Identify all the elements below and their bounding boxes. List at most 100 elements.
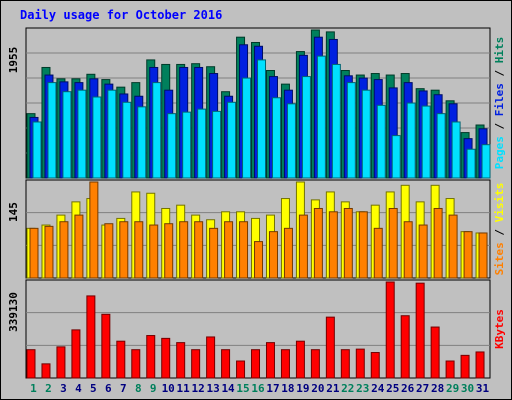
x-tick-day-30: 30 [461,382,474,395]
kbytes-bar-kbytes-day-16 [251,349,261,379]
x-tick-day-9: 9 [150,382,157,395]
visits-bar-sites-day-24 [373,227,383,279]
hits-bar-pages-day-26 [406,102,416,179]
visits-bar-sites-day-5 [89,181,99,279]
visits-bar-sites-day-23 [358,211,368,279]
hits-bar-pages-day-8 [137,106,147,179]
x-tick-day-17: 17 [266,382,279,395]
hits-panel [25,27,491,179]
hits-bar-pages-day-12 [197,108,207,179]
hits-bar-pages-day-29 [451,121,461,179]
y-axis-labels: 1955 Pages / Files / Hits 145 Sites / Visit… [7,37,506,349]
hits-bar-pages-day-22 [346,82,356,179]
kbytes-ylabel: KBytes [493,309,506,349]
kbytes-bar-kbytes-day-28 [430,326,440,379]
kbytes-bar-kbytes-day-22 [340,349,350,379]
x-tick-day-8: 8 [135,382,142,395]
x-tick-day-31: 31 [476,382,490,395]
kbytes-bar-kbytes-day-18 [280,349,290,379]
hits-bar-pages-day-11 [182,111,192,179]
kbytes-bar-kbytes-day-17 [265,342,275,379]
visits-ylabel: Sites / Visits [493,183,506,276]
x-tick-day-21: 21 [326,382,340,395]
kbytes-bar-kbytes-day-19 [295,340,305,379]
hits-ylabel-files: Files [493,83,506,116]
kbytes-bar-kbytes-day-30 [460,354,470,379]
x-tick-day-25: 25 [386,382,399,395]
visits-bar-sites-day-20 [313,207,323,279]
kbytes-bar-kbytes-day-4 [71,329,81,379]
visits-bar-sites-day-31 [478,232,488,279]
kbytes-bar-kbytes-day-14 [221,349,231,379]
kbytes-bar-kbytes-day-27 [415,282,425,379]
kbytes-bar-kbytes-day-9 [146,335,156,379]
hits-bar-pages-day-21 [331,63,341,179]
x-tick-day-28: 28 [431,382,444,395]
x-tick-day-4: 4 [75,382,82,395]
kbytes-ylabel-kbytes: KBytes [493,309,506,349]
visits-bar-sites-day-25 [388,207,398,279]
visits-bar-sites-day-15 [239,221,249,279]
hits-ylabel-hits: Hits [493,37,506,64]
kbytes-bar-kbytes-day-24 [370,352,380,379]
kbytes-bar-kbytes-day-1 [26,349,36,379]
hits-bar-pages-day-17 [271,97,281,179]
kbytes-bar-kbytes-day-21 [325,316,335,379]
visits-ylabel-separator: / [493,222,506,242]
chart-title: Daily usage for October 2016 [20,8,222,22]
kbytes-bar-kbytes-day-25 [385,281,395,379]
hits-bar-pages-day-5 [92,96,102,179]
kbytes-bar-kbytes-day-11 [176,342,186,379]
x-tick-day-19: 19 [296,382,309,395]
visits-bar-sites-day-7 [119,221,129,279]
visits-bar-sites-day-16 [254,241,264,279]
x-tick-day-16: 16 [251,382,265,395]
visits-bar-sites-day-19 [298,214,308,279]
hits-bar-pages-day-10 [167,113,177,179]
kbytes-bar-kbytes-day-23 [355,348,365,379]
x-tick-day-26: 26 [401,382,415,395]
hits-bar-pages-day-27 [421,105,431,179]
x-tick-day-13: 13 [206,382,219,395]
x-tick-day-18: 18 [281,382,294,395]
hits-bar-pages-day-24 [376,104,386,179]
kbytes-bar-kbytes-day-3 [56,346,66,379]
visits-bar-sites-day-27 [418,224,428,279]
kbytes-bar-kbytes-day-2 [41,363,51,379]
hits-ylabel: Pages / Files / Hits [493,37,506,170]
kbytes-bar-kbytes-day-26 [400,315,410,379]
hits-bar-pages-day-13 [212,110,222,179]
visits-bar-sites-day-29 [448,214,458,279]
hits-bar-pages-day-9 [152,82,162,179]
kbytes-bar-kbytes-day-31 [475,351,485,379]
hits-ylabel-pages: Pages [493,136,506,169]
kbytes-bar-kbytes-day-8 [131,349,141,379]
visits-bar-sites-day-13 [209,227,219,279]
x-tick-day-1: 1 [30,382,37,395]
visits-ylabel-sites: Sites [493,242,506,275]
hits-bar-pages-day-30 [466,148,476,179]
x-tick-day-24: 24 [371,382,385,395]
visits-bar-sites-day-6 [104,223,114,279]
hits-ylabel-separator: / [493,63,506,83]
hits-bar-pages-day-14 [227,101,237,179]
visits-bar-sites-day-28 [433,207,443,279]
x-tick-day-27: 27 [416,382,429,395]
visits-bar-sites-day-30 [463,231,473,279]
kbytes-ymax-label: 339130 [7,292,20,332]
visits-bar-sites-day-18 [283,227,293,279]
hits-bar-pages-day-2 [47,82,57,179]
hits-bar-pages-day-1 [32,121,42,179]
x-tick-day-12: 12 [192,382,205,395]
visits-ymax-label: 145 [7,202,20,222]
x-tick-day-3: 3 [60,382,67,395]
x-tick-day-29: 29 [446,382,459,395]
visits-bar-sites-day-21 [328,211,338,279]
visits-bar-sites-day-1 [29,227,39,279]
x-tick-day-20: 20 [311,382,324,395]
visits-bar-sites-day-11 [179,221,189,279]
x-tick-day-5: 5 [90,382,97,395]
visits-bar-sites-day-10 [164,223,174,279]
visits-bar-sites-day-12 [194,221,204,279]
